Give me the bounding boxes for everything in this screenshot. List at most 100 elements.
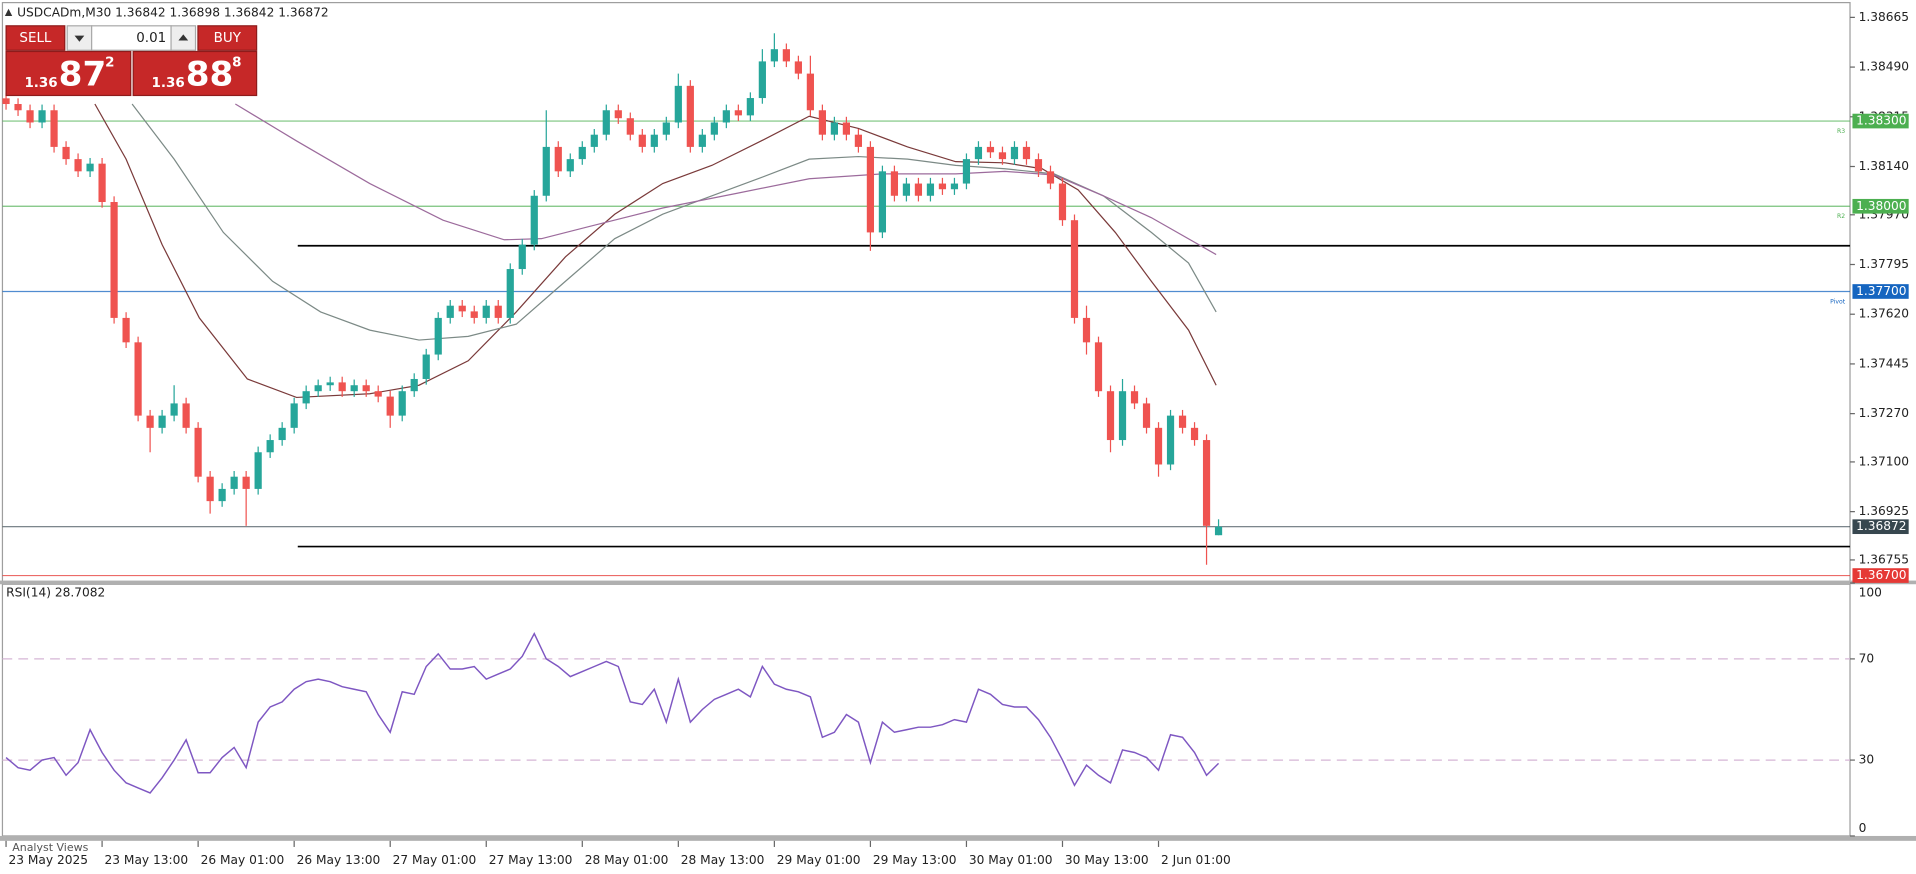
- candle-body: [866, 146, 875, 233]
- y-tick-label: 1.38140: [1859, 159, 1909, 173]
- candle-body: [1010, 146, 1019, 160]
- candle-body: [206, 476, 214, 502]
- candle-body: [1106, 391, 1115, 441]
- moving-average: [131, 103, 1217, 341]
- candle-body: [842, 122, 850, 135]
- candle-body: [1142, 403, 1151, 428]
- candle-body: [1130, 391, 1139, 404]
- candle-body: [530, 195, 538, 245]
- y-tick-label: 1.37620: [1859, 307, 1909, 321]
- candle-body: [1202, 440, 1211, 526]
- candle-body: [794, 61, 802, 74]
- sell-button[interactable]: [5, 25, 66, 51]
- candle-body: [302, 391, 310, 404]
- candle-body: [218, 488, 226, 502]
- ohlc-close: 1.36872: [278, 5, 328, 19]
- y-tick-label: 1.37270: [1859, 406, 1909, 420]
- candle-body: [242, 476, 250, 489]
- candle-body: [998, 152, 1007, 160]
- candle-body: [2, 98, 10, 105]
- candle-body: [338, 382, 346, 392]
- x-tick-label: 28 May 13:00: [681, 853, 765, 867]
- candle-body: [290, 403, 298, 428]
- panel-separator: [0, 580, 1916, 585]
- candle-body: [1118, 391, 1127, 441]
- candle-body: [278, 427, 286, 441]
- candle-body: [170, 403, 178, 416]
- plot-layer: [2, 33, 1851, 794]
- candle-body: [350, 385, 358, 392]
- candle-body: [122, 317, 130, 343]
- y-tick-label: 1.36755: [1859, 552, 1909, 566]
- candle-body: [74, 159, 82, 172]
- level-tag: R3: [1837, 128, 1845, 135]
- candle-body: [914, 183, 923, 196]
- level-label-bg: [1852, 568, 1909, 583]
- level-label: 1.38300: [1856, 114, 1906, 128]
- level-tag: R2: [1837, 213, 1845, 220]
- volume-input[interactable]: [91, 25, 172, 51]
- y-tick-label: 1.38665: [1859, 10, 1909, 24]
- candle-body: [398, 391, 406, 416]
- candle-body: [542, 146, 550, 196]
- candle-body: [602, 110, 610, 135]
- x-tick-label: 30 May 01:00: [969, 853, 1053, 867]
- candle-body: [830, 122, 838, 135]
- symbol: USDCADm,M30: [17, 5, 111, 19]
- candle-body: [878, 171, 887, 233]
- rsi-tick-label: 0: [1859, 821, 1867, 835]
- bid-prefix: 1.36: [24, 76, 57, 91]
- candle-body: [14, 104, 22, 111]
- moving-average: [94, 103, 1217, 399]
- buy-button[interactable]: [197, 25, 258, 51]
- candle-body: [50, 110, 58, 147]
- level-label: 1.38000: [1856, 199, 1906, 213]
- level-label-bg: [1852, 519, 1909, 535]
- candle-body: [194, 427, 202, 477]
- candle-body: [1190, 427, 1199, 441]
- candle-body: [422, 354, 430, 379]
- rsi-tick-label: 70: [1859, 651, 1875, 665]
- candle-body: [1070, 220, 1079, 318]
- rsi-tick-label: 100: [1859, 585, 1882, 599]
- candle-body: [1022, 146, 1031, 160]
- candle-body: [470, 311, 478, 318]
- ask-prefix: 1.36: [152, 76, 185, 91]
- candle-body: [326, 382, 334, 386]
- y-tick-label: 1.37445: [1859, 356, 1909, 370]
- candle-body: [266, 440, 274, 453]
- candle-body: [1214, 526, 1223, 536]
- candle-body: [854, 134, 863, 147]
- candle-body: [458, 305, 466, 312]
- level-tag: Pivot: [1830, 298, 1846, 305]
- x-tick-label: 29 May 13:00: [873, 853, 957, 867]
- candle-body: [110, 202, 118, 318]
- candle-body: [146, 415, 154, 428]
- bid-pips: 87: [59, 54, 107, 94]
- analyst-views-tab[interactable]: Analyst Views: [12, 841, 88, 854]
- candle-body: [710, 122, 718, 135]
- candle-body: [26, 110, 34, 123]
- candle-body: [446, 305, 454, 318]
- candle-body: [410, 378, 418, 392]
- level-label: 1.36700: [1856, 568, 1906, 582]
- candle-body: [182, 403, 190, 428]
- candle-body: [566, 159, 574, 172]
- collapse-icon[interactable]: [4, 8, 13, 17]
- x-tick-label: 26 May 13:00: [297, 853, 381, 867]
- ask-pips: 88: [186, 54, 234, 94]
- bid-box[interactable]: [5, 50, 132, 97]
- candle-body: [890, 171, 899, 196]
- ask-box[interactable]: [132, 50, 258, 97]
- candle-body: [482, 305, 490, 318]
- candle-body: [902, 183, 911, 196]
- candle-body: [950, 183, 959, 190]
- candle-body: [626, 118, 634, 135]
- level-label-bg: [1852, 284, 1909, 299]
- level-label-bg: [1852, 113, 1909, 129]
- moving-average: [235, 103, 1217, 256]
- candle-body: [722, 110, 730, 123]
- candle-body: [818, 110, 826, 135]
- candle-body: [926, 183, 935, 196]
- candle-body: [962, 159, 971, 184]
